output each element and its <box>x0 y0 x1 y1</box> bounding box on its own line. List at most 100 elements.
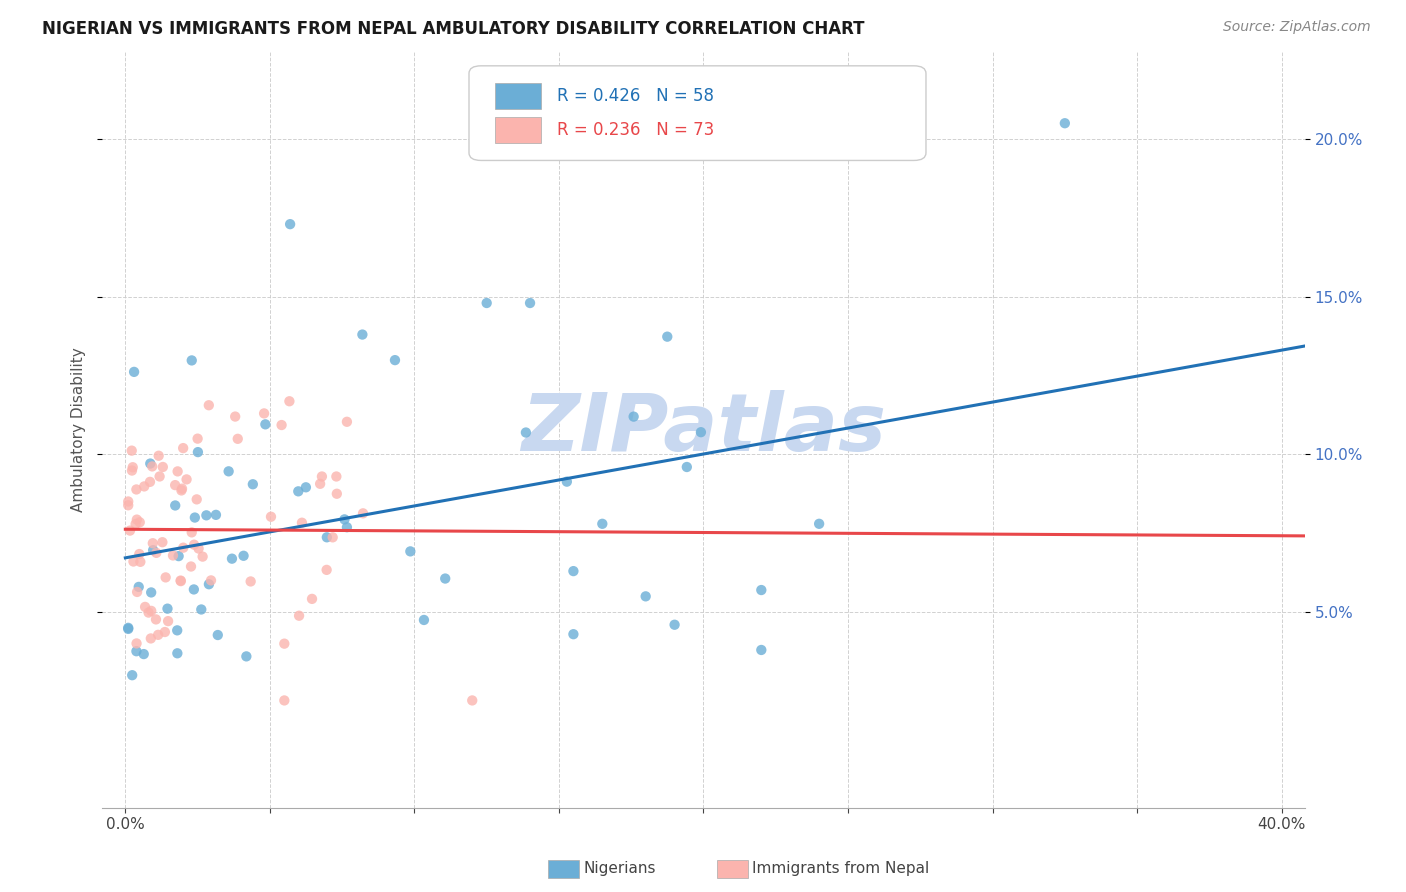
Point <box>333 512 356 526</box>
Point <box>141 604 163 618</box>
Point <box>141 459 163 474</box>
Point <box>278 394 301 409</box>
Point <box>125 636 148 650</box>
Point <box>224 409 246 424</box>
Point <box>145 546 167 560</box>
Point <box>475 296 498 310</box>
Point <box>117 494 139 508</box>
Point <box>142 536 165 550</box>
Point <box>139 632 162 646</box>
Point <box>239 574 262 589</box>
Bar <box>495 83 541 109</box>
Point <box>139 457 162 471</box>
Point <box>232 549 254 563</box>
Point <box>146 628 169 642</box>
Point <box>352 327 374 342</box>
Point <box>315 530 337 544</box>
Point <box>315 563 337 577</box>
Point <box>336 520 359 534</box>
Point <box>273 693 295 707</box>
Point <box>145 612 167 626</box>
Text: R = 0.426   N = 58: R = 0.426 N = 58 <box>557 87 714 105</box>
Point <box>117 621 139 635</box>
Point <box>301 591 323 606</box>
Point <box>198 398 221 412</box>
Point <box>142 543 165 558</box>
Text: Immigrants from Nepal: Immigrants from Nepal <box>752 862 929 876</box>
Point <box>322 530 344 544</box>
Point <box>128 547 150 561</box>
Point <box>187 432 209 446</box>
Point <box>128 580 150 594</box>
Point <box>149 469 172 483</box>
Point <box>270 417 292 432</box>
Point <box>167 549 190 563</box>
Point <box>205 508 228 522</box>
Point <box>562 564 585 578</box>
Point <box>198 577 221 591</box>
Point <box>125 483 148 497</box>
Point <box>291 516 314 530</box>
Point <box>122 365 145 379</box>
Point <box>207 628 229 642</box>
Point <box>165 478 187 492</box>
Point <box>157 614 180 628</box>
Text: ZIPatlas: ZIPatlas <box>522 390 886 468</box>
Point <box>336 415 359 429</box>
Point <box>170 482 193 496</box>
Point <box>134 479 156 493</box>
Point <box>153 625 176 640</box>
Point <box>134 599 156 614</box>
Point <box>195 508 218 523</box>
Point <box>184 510 207 524</box>
Point <box>221 551 243 566</box>
Point <box>122 555 145 569</box>
Point <box>165 499 187 513</box>
Point <box>399 544 422 558</box>
Point <box>326 487 349 501</box>
Point <box>273 637 295 651</box>
Point <box>156 601 179 615</box>
Point <box>180 525 202 540</box>
Point <box>121 464 143 478</box>
Point <box>128 516 150 530</box>
Point <box>138 606 160 620</box>
Point <box>690 425 713 440</box>
FancyBboxPatch shape <box>470 66 927 161</box>
Point <box>121 443 143 458</box>
Point <box>170 483 193 498</box>
Point <box>515 425 537 440</box>
Point <box>218 464 240 478</box>
Point <box>117 622 139 636</box>
Y-axis label: Ambulatory Disability: Ambulatory Disability <box>72 347 86 511</box>
Point <box>325 469 347 483</box>
Point <box>169 574 191 588</box>
Point <box>634 590 657 604</box>
Point <box>591 516 613 531</box>
Point <box>148 449 170 463</box>
Point <box>1053 116 1076 130</box>
Point <box>170 574 193 589</box>
Point <box>166 464 188 478</box>
Point <box>562 627 585 641</box>
Point <box>519 296 541 310</box>
Point <box>191 549 214 564</box>
Point <box>190 602 212 616</box>
Point <box>166 646 188 660</box>
Point <box>657 329 679 343</box>
Point <box>664 617 686 632</box>
Point <box>242 477 264 491</box>
Point <box>200 574 222 588</box>
Point <box>555 475 578 489</box>
Point <box>278 217 301 231</box>
Point <box>118 524 141 538</box>
Point <box>288 608 311 623</box>
Point <box>187 541 209 556</box>
Point <box>176 472 198 486</box>
Point <box>183 538 205 552</box>
Point <box>309 476 332 491</box>
Point <box>162 549 184 563</box>
Point <box>253 406 276 420</box>
Point <box>172 441 194 455</box>
Point <box>124 516 146 531</box>
